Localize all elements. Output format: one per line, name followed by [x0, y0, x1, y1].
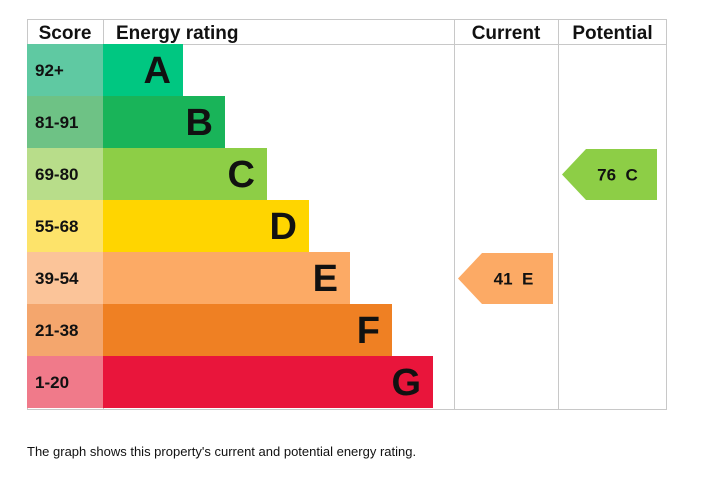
current-rating-label: 41 E	[494, 270, 534, 289]
current-rating-marker: 41 E	[458, 253, 553, 304]
epc-chart: Score Energy rating Current Potential 92…	[27, 19, 667, 410]
score-cell	[27, 356, 103, 408]
potential-rating-label: 76 C	[597, 166, 638, 185]
band-b: 81-91 B	[27, 96, 225, 148]
score-cell	[27, 304, 103, 356]
score-cell	[27, 252, 103, 304]
rating-bar	[103, 356, 433, 408]
band-letter: A	[144, 50, 171, 92]
band-g: 1-20 G	[27, 356, 433, 408]
rating-bar	[103, 44, 183, 96]
band-c: 69-80 C	[27, 148, 267, 200]
potential-header: Potential	[572, 23, 652, 44]
energy-rating-header: Energy rating	[116, 23, 238, 44]
score-cell	[27, 44, 103, 96]
potential-rating-marker: 76 C	[562, 149, 657, 200]
score-cell	[27, 96, 103, 148]
score-range-label: 39-54	[35, 269, 79, 288]
band-e: 39-54 E	[27, 252, 350, 304]
score-range-label: 81-91	[35, 113, 78, 132]
rating-bar	[103, 304, 392, 356]
band-letter: B	[186, 102, 213, 144]
rating-bands: 92+ A 81-91 B 69-80 C 55-68 D 39-54 E 21-38 F 1-20 G	[27, 44, 433, 408]
score-cell	[27, 148, 103, 200]
potential-rating-arrow	[562, 149, 657, 200]
current-rating-arrow	[458, 253, 553, 304]
rating-bar	[103, 148, 267, 200]
rating-bar	[103, 96, 225, 148]
band-a: 92+ A	[27, 44, 183, 96]
band-letter: C	[228, 154, 255, 196]
score-header: Score	[39, 23, 92, 44]
band-letter: F	[357, 310, 380, 352]
band-letter: E	[313, 258, 338, 300]
score-range-label: 69-80	[35, 165, 78, 184]
score-range-label: 92+	[35, 61, 64, 80]
band-letter: G	[391, 362, 421, 404]
current-header: Current	[472, 23, 541, 44]
rating-bar	[103, 200, 309, 252]
score-range-label: 55-68	[35, 217, 78, 236]
chart-caption: The graph shows this property's current …	[27, 444, 417, 459]
score-range-label: 1-20	[35, 373, 69, 392]
score-cell	[27, 200, 103, 252]
rating-bar	[103, 252, 350, 304]
band-f: 21-38 F	[27, 304, 392, 356]
band-letter: D	[270, 206, 297, 248]
score-range-label: 21-38	[35, 321, 78, 340]
band-d: 55-68 D	[27, 200, 309, 252]
header-row: Score Energy rating Current Potential	[39, 23, 653, 44]
